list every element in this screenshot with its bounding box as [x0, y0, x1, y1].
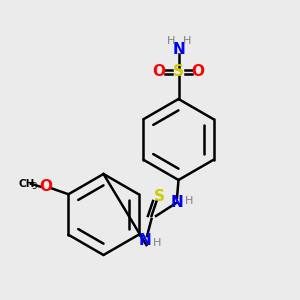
Text: N: N [171, 195, 183, 210]
Text: H: H [167, 36, 175, 46]
Text: O: O [39, 179, 52, 194]
Text: H: H [183, 36, 192, 46]
Text: O: O [152, 64, 166, 80]
Text: S: S [154, 189, 164, 204]
Text: H: H [153, 238, 162, 248]
Text: N: N [139, 233, 152, 248]
Text: H: H [185, 196, 193, 206]
Text: 3: 3 [31, 182, 37, 191]
Text: S: S [173, 64, 184, 80]
Text: O: O [191, 64, 205, 80]
Text: N: N [172, 42, 185, 57]
Text: CH: CH [18, 179, 34, 189]
